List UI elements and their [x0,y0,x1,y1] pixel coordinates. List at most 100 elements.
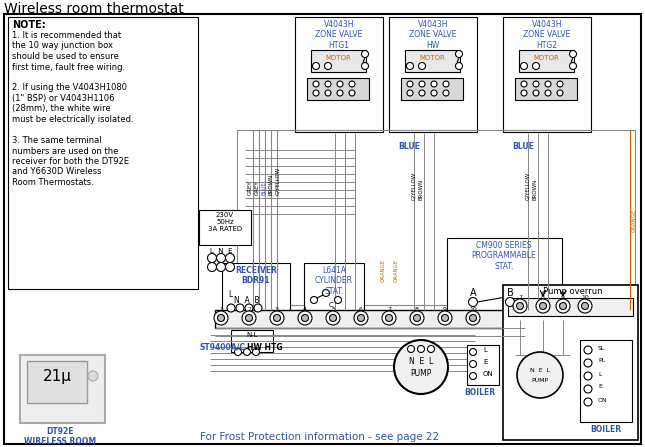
Bar [231,330,273,352]
Text: PL: PL [598,358,605,363]
Text: BLUE: BLUE [261,181,266,195]
Circle shape [533,90,539,96]
Circle shape [556,299,570,313]
Circle shape [273,315,281,321]
Text: ST9400A/C: ST9400A/C [200,343,246,352]
Bar [20,355,105,423]
Text: receiver for both the DT92E: receiver for both the DT92E [12,157,129,166]
Circle shape [468,298,477,307]
Circle shape [407,81,413,87]
Circle shape [208,262,217,271]
Text: L: L [598,371,602,376]
Text: (1" BSP) or V4043H1106: (1" BSP) or V4043H1106 [12,94,115,103]
Text: B: B [506,288,513,298]
Circle shape [570,63,577,69]
Text: HW HTG: HW HTG [247,343,283,352]
Text: 9: 9 [443,307,447,312]
Text: G/YELLOW: G/YELLOW [412,172,417,200]
Circle shape [443,81,449,87]
Circle shape [245,304,253,312]
Text: L  N  E: L N E [210,248,232,254]
Bar [401,78,463,100]
Text: should be used to ensure: should be used to ensure [12,52,119,61]
Text: DT92E
WIRELESS ROOM
THERMOSTAT: DT92E WIRELESS ROOM THERMOSTAT [24,427,96,447]
Circle shape [536,299,550,313]
Bar [199,210,251,245]
Circle shape [413,315,421,321]
Text: must be electrically isolated.: must be electrically isolated. [12,115,134,124]
Bar [27,361,87,403]
Text: G/YELLOW: G/YELLOW [275,167,281,195]
Circle shape [361,51,368,58]
Text: BROWN: BROWN [419,179,424,200]
Circle shape [584,398,592,406]
Text: 3. The same terminal: 3. The same terminal [12,136,102,145]
Text: 10: 10 [581,295,589,300]
Circle shape [252,349,259,355]
Circle shape [244,349,250,355]
Text: 10: 10 [469,307,477,312]
Circle shape [584,359,592,367]
Circle shape [325,90,331,96]
Circle shape [470,349,477,355]
Bar [519,50,574,72]
Text: BOILER: BOILER [590,425,622,434]
Text: RECEIVER
BDR91: RECEIVER BDR91 [235,266,277,285]
Circle shape [214,311,228,325]
Text: A: A [470,288,476,298]
Circle shape [431,90,437,96]
Circle shape [208,253,217,262]
Text: V4043H
ZONE VALVE
HTG1: V4043H ZONE VALVE HTG1 [315,20,362,50]
Circle shape [428,346,435,353]
Bar [447,238,562,326]
Text: BROWN: BROWN [268,174,273,195]
Circle shape [545,90,551,96]
Text: the 10 way junction box: the 10 way junction box [12,42,113,51]
Bar [467,345,499,385]
Text: Wireless room thermostat: Wireless room thermostat [4,2,184,16]
Circle shape [349,81,355,87]
Bar [503,285,638,440]
Text: 6: 6 [359,307,363,312]
Text: ON: ON [483,371,493,377]
Circle shape [337,90,343,96]
Text: 1: 1 [219,307,223,312]
Text: Room Thermostats.: Room Thermostats. [12,178,94,187]
Circle shape [455,51,462,58]
Circle shape [470,360,477,367]
Text: 5: 5 [331,307,335,312]
Circle shape [313,81,319,87]
Circle shape [337,81,343,87]
Text: 7: 7 [387,307,391,312]
Circle shape [88,371,98,381]
Circle shape [382,311,396,325]
Text: and Y6630D Wireless: and Y6630D Wireless [12,168,101,177]
Circle shape [407,90,413,96]
Circle shape [557,90,563,96]
Circle shape [217,253,226,262]
Text: L: L [483,347,487,353]
Bar [215,310,525,328]
Circle shape [455,63,462,69]
Text: PUMP: PUMP [410,368,432,378]
Circle shape [217,262,226,271]
Circle shape [443,90,449,96]
Text: first time, fault free wiring.: first time, fault free wiring. [12,63,125,72]
Text: MOTOR: MOTOR [419,55,445,61]
Circle shape [301,315,308,321]
Text: MOTOR: MOTOR [325,55,351,61]
Text: GREY: GREY [248,181,252,195]
Circle shape [513,299,527,313]
Text: N-L: N-L [246,332,258,338]
Bar [389,17,477,132]
Text: 2. If using the V4043H1080: 2. If using the V4043H1080 [12,84,127,93]
Text: Pump overrun: Pump overrun [543,287,602,296]
Circle shape [227,304,235,312]
Circle shape [349,90,355,96]
Text: (28mm), the white wire: (28mm), the white wire [12,105,111,114]
Text: MOTOR: MOTOR [533,55,559,61]
Circle shape [584,346,592,354]
Circle shape [394,340,448,394]
Bar [8,17,198,289]
Text: V4043H
ZONE VALVE
HW: V4043H ZONE VALVE HW [410,20,457,50]
